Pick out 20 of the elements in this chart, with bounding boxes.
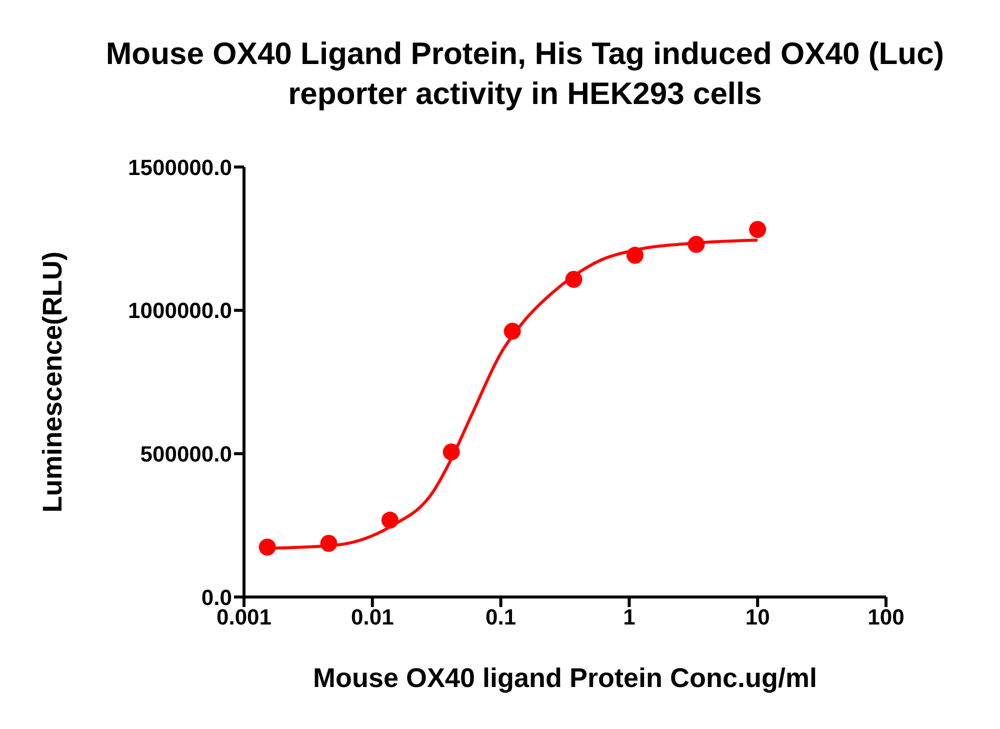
x-tick-label: 1 bbox=[623, 604, 636, 630]
x-axis-title: Mouse OX40 ligand Protein Conc.ug/ml bbox=[312, 663, 818, 693]
y-tick-label: 500000.0 bbox=[140, 441, 232, 466]
point bbox=[442, 443, 460, 460]
point bbox=[626, 246, 644, 264]
chart-title: Mouse OX40 Ligand Protein, His Tag induced OX40 (Luc) reporter activity in HEK293 cells bbox=[104, 35, 946, 113]
point bbox=[749, 220, 766, 238]
y-tick-label: 1500000.0 bbox=[128, 154, 232, 180]
point bbox=[258, 538, 276, 556]
point bbox=[504, 322, 521, 340]
x-tick-label: 10 bbox=[745, 604, 770, 630]
point bbox=[320, 534, 338, 552]
point bbox=[381, 512, 398, 529]
x-tick-label: 100 bbox=[868, 604, 904, 630]
y-axis-title: Luminescence(RLU) bbox=[38, 251, 68, 513]
point bbox=[688, 236, 705, 253]
point bbox=[565, 270, 582, 288]
x-tick-label: 0.1 bbox=[486, 604, 516, 630]
x-tick-label: 0.01 bbox=[350, 604, 394, 630]
y-tick-label: 1000000.0 bbox=[128, 298, 232, 324]
